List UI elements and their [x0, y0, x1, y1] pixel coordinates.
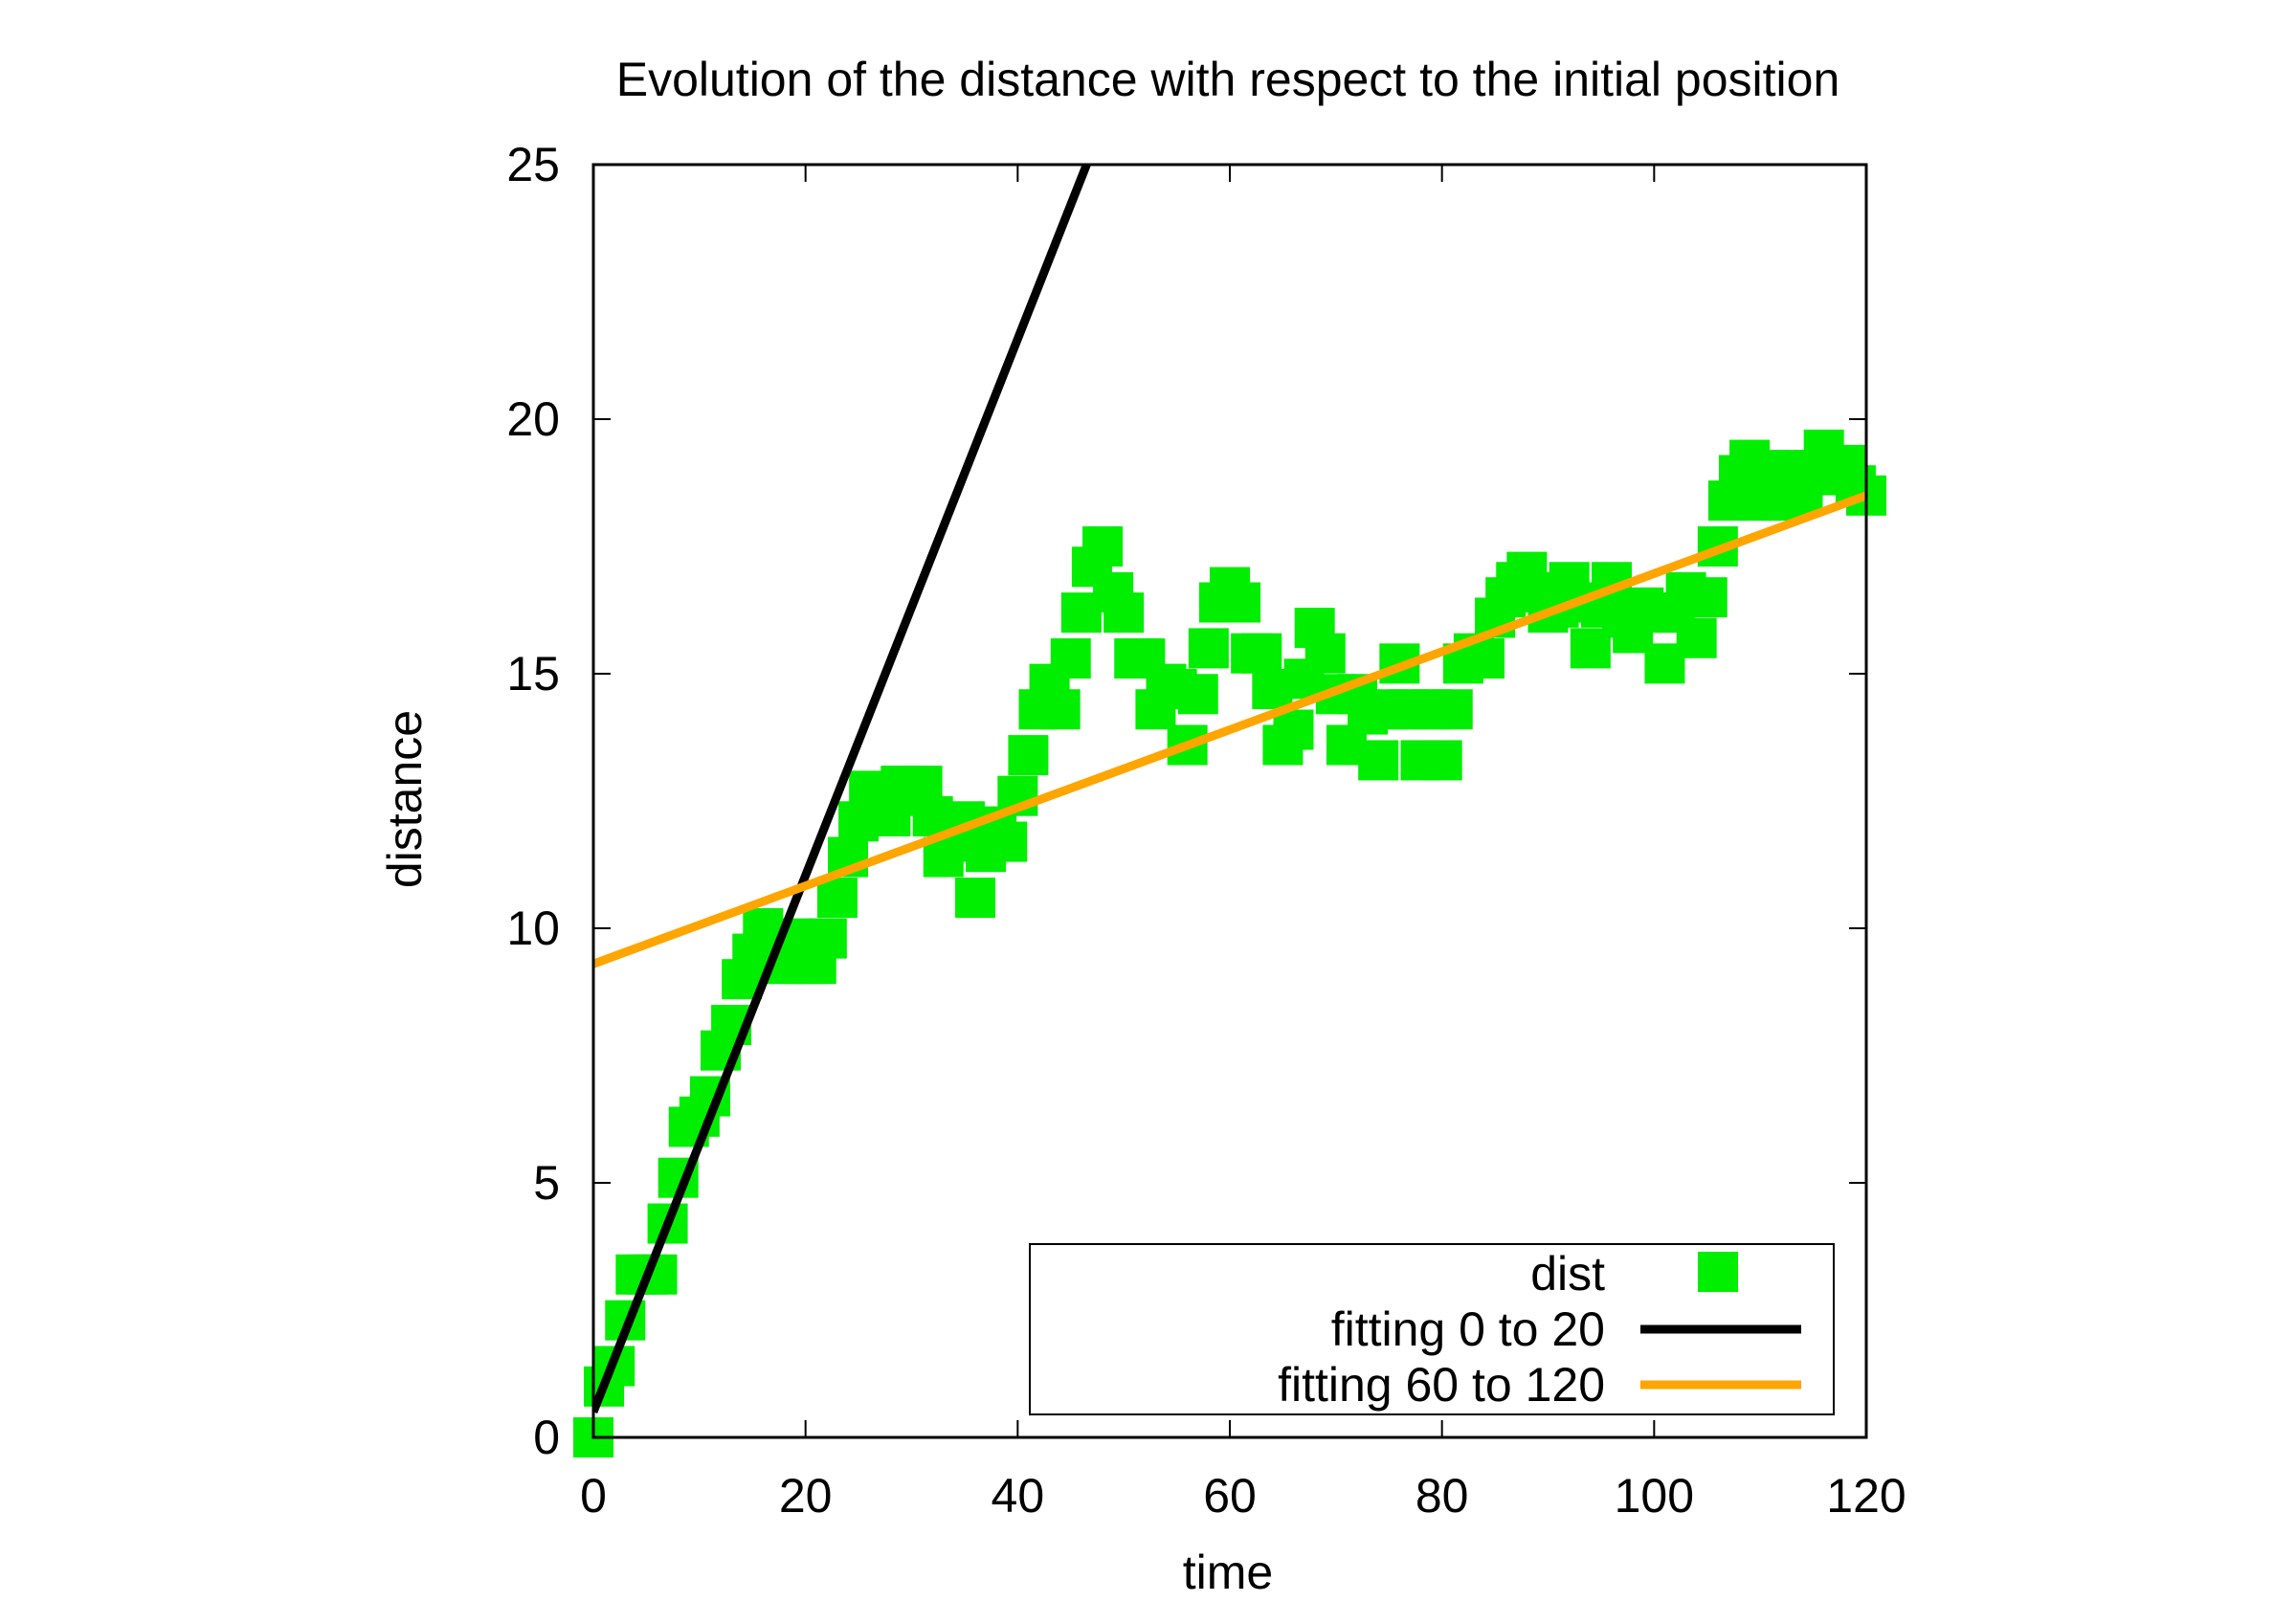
x-tick-labels: 0 20 40 60 80 100 120: [580, 1469, 1906, 1523]
y-tick-label: 10: [506, 901, 560, 955]
y-tick-label: 0: [533, 1411, 560, 1464]
y-axis-label: distance: [378, 710, 432, 888]
series-line-2: [593, 491, 1866, 968]
y-tick-label: 20: [506, 392, 560, 446]
data-point-dist: [806, 918, 847, 959]
legend-label-fit-0-20: fitting 0 to 20: [1331, 1302, 1605, 1356]
data-point-dist: [1676, 617, 1717, 658]
data-point-dist: [1358, 740, 1399, 781]
legend: dist fitting 0 to 20 fitting 60 to 120: [1029, 1243, 1835, 1415]
x-tick-label: 80: [1415, 1469, 1469, 1523]
data-point-dist: [1686, 577, 1728, 618]
series-line-1: [593, 165, 1091, 1414]
legend-label-dist: dist: [1530, 1247, 1605, 1301]
data-point-dist: [1082, 526, 1123, 567]
x-tick-label: 100: [1615, 1469, 1694, 1523]
points-layer: [573, 429, 1886, 1457]
x-axis-label: time: [1183, 1546, 1273, 1599]
data-point-dist: [1220, 582, 1261, 623]
plot-frame: [591, 163, 1868, 1439]
data-point-dist: [1421, 740, 1462, 781]
data-point-dist: [955, 878, 995, 919]
data-point-dist: [1188, 628, 1229, 669]
chart-title: Evolution of the distance with respect t…: [616, 53, 1840, 106]
data-point-dist: [1177, 674, 1218, 715]
data-point-dist: [1050, 638, 1091, 679]
y-tick-label: 5: [533, 1156, 560, 1210]
x-tick-label: 40: [992, 1469, 1045, 1523]
data-point-dist: [1304, 633, 1346, 674]
y-tick-label: 25: [506, 138, 560, 191]
x-tick-label: 0: [580, 1469, 607, 1523]
data-point-dist: [1039, 689, 1081, 730]
data-point-dist: [987, 821, 1028, 862]
y-tick-label: 15: [506, 647, 560, 701]
data-point-dist: [1103, 592, 1145, 634]
series-layer: [593, 165, 1866, 1414]
data-point-dist: [816, 878, 858, 919]
data-point-dist: [1241, 633, 1282, 674]
legend-swatch-dist: [1698, 1252, 1738, 1292]
data-point-dist: [1273, 709, 1314, 750]
legend-label-fit-60-120: fitting 60 to 120: [1278, 1358, 1605, 1412]
x-tick-label: 120: [1826, 1469, 1906, 1523]
y-tick-labels: 0 5 10 15 20 25: [506, 138, 560, 1464]
data-point-dist: [1432, 689, 1473, 730]
data-point-dist: [1008, 735, 1049, 776]
x-tick-label: 20: [779, 1469, 833, 1523]
x-tick-label: 60: [1203, 1469, 1257, 1523]
